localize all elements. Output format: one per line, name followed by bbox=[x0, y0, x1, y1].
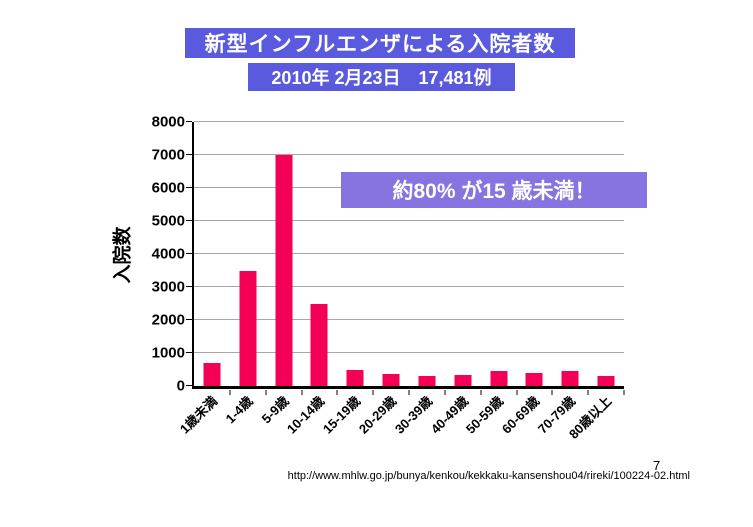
y-axis-tick-mark bbox=[186, 352, 192, 353]
y-axis-tick-mark bbox=[186, 253, 192, 254]
x-axis-tick-label: 1歳未満 bbox=[176, 393, 220, 437]
y-axis-tick-label: 5000 bbox=[151, 212, 185, 230]
x-axis-tick-mark bbox=[265, 390, 267, 395]
y-axis-tick-mark bbox=[186, 220, 192, 221]
y-axis-tick-label: 0 bbox=[176, 377, 185, 395]
gridline bbox=[194, 121, 624, 122]
y-axis-tick-label: 4000 bbox=[151, 245, 185, 263]
gridline bbox=[194, 286, 624, 287]
x-axis-tick-label: 40-49歳 bbox=[427, 393, 471, 437]
bar bbox=[310, 303, 328, 386]
x-axis-tick-label: 30-39歳 bbox=[391, 393, 435, 437]
bar bbox=[203, 362, 221, 386]
y-axis-tick-mark bbox=[186, 319, 192, 320]
x-axis-tick-mark bbox=[408, 390, 410, 395]
x-axis-tick-mark bbox=[372, 390, 374, 395]
x-axis-tick-mark bbox=[587, 390, 589, 395]
x-axis-tick-mark bbox=[229, 390, 231, 395]
x-axis-tick-label: 1-4歳 bbox=[222, 393, 256, 427]
bar bbox=[275, 155, 293, 386]
x-axis-tick-label: 20-29歳 bbox=[355, 393, 399, 437]
y-axis-tick-mark bbox=[186, 121, 192, 122]
page-number: 7 bbox=[653, 458, 661, 473]
gridline bbox=[194, 154, 624, 155]
gridline bbox=[194, 220, 624, 221]
gridline bbox=[194, 319, 624, 320]
gridline bbox=[194, 352, 624, 353]
y-axis-tick-label: 1000 bbox=[151, 344, 185, 362]
y-axis-tick-label: 7000 bbox=[151, 146, 185, 164]
bar bbox=[525, 372, 543, 386]
y-axis-tick-mark bbox=[186, 187, 192, 188]
chart-title-banner: 新型インフルエンザによる入院者数 bbox=[185, 28, 575, 58]
y-axis-tick-label: 3000 bbox=[151, 278, 185, 296]
bar bbox=[239, 270, 257, 386]
bar bbox=[346, 370, 364, 386]
x-axis-tick-label: 15-19歳 bbox=[319, 393, 364, 437]
x-axis-tick-mark bbox=[444, 390, 446, 395]
y-axis-tick-mark bbox=[186, 385, 192, 386]
x-axis-tick-mark bbox=[301, 390, 302, 395]
chart-subtitle: 2010年 2月23日 17,481例 bbox=[271, 68, 492, 88]
y-axis-tick-label: 6000 bbox=[151, 179, 185, 197]
plot-area bbox=[186, 121, 625, 395]
bar bbox=[561, 370, 579, 386]
gridline bbox=[194, 253, 624, 254]
y-axis-tick-label: 2000 bbox=[151, 311, 185, 329]
bar bbox=[418, 375, 436, 386]
x-axis-tick-label: 50-59歳 bbox=[463, 393, 507, 437]
y-axis-tick-mark bbox=[186, 154, 192, 155]
y-axis-tick-labels: 0 1000 2000 3000 4000 5000 6000 7000 8000 bbox=[0, 115, 185, 394]
bar bbox=[490, 371, 508, 386]
x-axis-tick-label: 60-69歳 bbox=[499, 393, 543, 437]
x-axis-tick-mark bbox=[480, 390, 482, 395]
x-axis-tick-label: 10-14歳 bbox=[284, 393, 328, 437]
chart-subtitle-banner: 2010年 2月23日 17,481例 bbox=[248, 63, 515, 91]
x-axis-tick-mark bbox=[336, 390, 338, 395]
x-axis-tick-mark bbox=[623, 390, 625, 395]
bar bbox=[382, 374, 400, 386]
source-url: http://www.mhlw.go.jp/bunya/kenkou/kekka… bbox=[287, 470, 690, 482]
bar bbox=[454, 375, 472, 386]
bar bbox=[597, 376, 615, 386]
x-axis-tick-mark bbox=[551, 390, 553, 395]
y-axis-tick-label: 8000 bbox=[151, 113, 185, 131]
x-axis-tick-mark bbox=[516, 390, 517, 395]
chart-title: 新型インフルエンザによる入院者数 bbox=[204, 33, 556, 56]
annotation-callout: 約80% が15 歳未満！ bbox=[341, 172, 647, 208]
y-axis-tick-mark bbox=[186, 286, 192, 287]
x-axis-tick-labels: 1歳未満 1-4歳 5-9歳 10-14歳 15-19歳 20-29歳 30-39歳 40-4… bbox=[177, 393, 622, 474]
